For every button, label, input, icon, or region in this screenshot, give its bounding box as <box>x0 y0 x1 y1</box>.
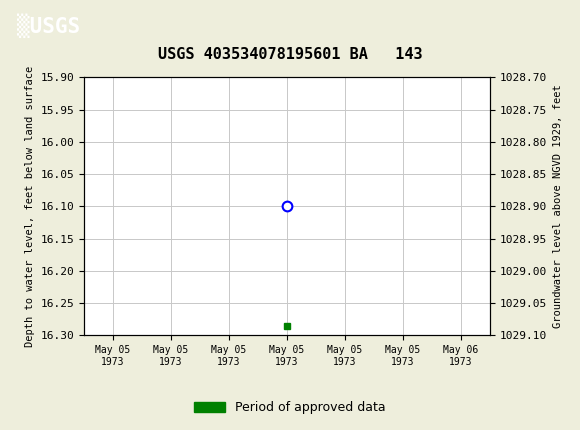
Text: USGS 403534078195601 BA   143: USGS 403534078195601 BA 143 <box>158 47 422 62</box>
Y-axis label: Groundwater level above NGVD 1929, feet: Groundwater level above NGVD 1929, feet <box>553 85 563 328</box>
Y-axis label: Depth to water level, feet below land surface: Depth to water level, feet below land su… <box>25 66 35 347</box>
Legend: Period of approved data: Period of approved data <box>189 396 391 419</box>
Text: ▒USGS: ▒USGS <box>17 13 81 38</box>
